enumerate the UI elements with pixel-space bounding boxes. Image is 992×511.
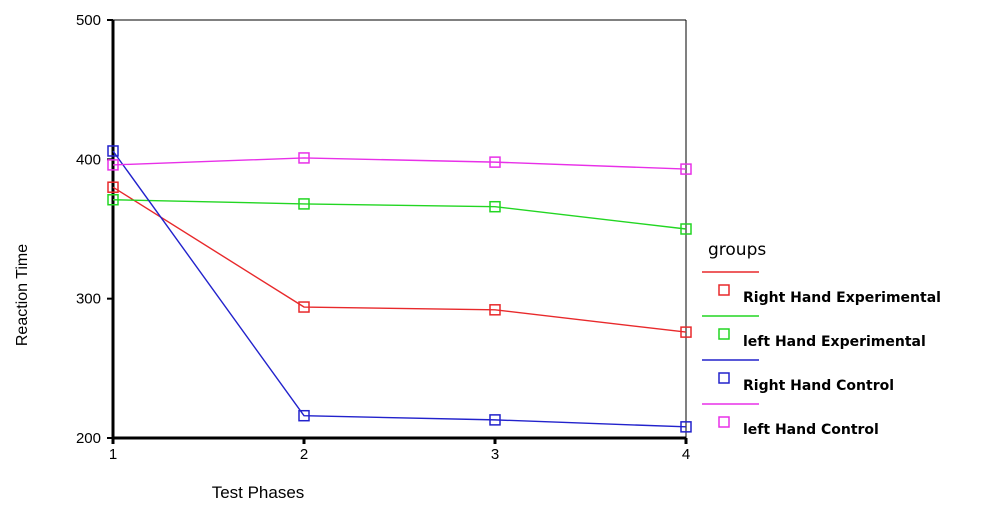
legend-marker-swatch: [718, 284, 730, 296]
y-tick-label: 300: [76, 291, 101, 308]
data-point-marker: [107, 159, 119, 171]
data-point-marker: [680, 163, 692, 175]
data-point-marker: [489, 156, 501, 168]
series-layer: [107, 145, 692, 433]
legend-entry-label: Right Hand Experimental: [743, 290, 941, 306]
legend-marker-swatch: [718, 372, 730, 384]
data-point-marker: [680, 326, 692, 338]
data-point-marker: [298, 198, 310, 210]
data-point-marker: [298, 152, 310, 164]
legend-entry-label: left Hand Control: [743, 422, 879, 438]
data-point-marker: [107, 181, 119, 193]
data-point-marker: [107, 145, 119, 157]
y-tick-label: 400: [76, 151, 101, 168]
legend-entry-label: left Hand Experimental: [743, 334, 926, 350]
x-tick-label: 3: [491, 446, 499, 463]
y-axis-title: Reaction Time: [14, 244, 31, 346]
x-axis-title: Test Phases: [212, 483, 305, 502]
legend: groups Right Hand Experimental left Hand …: [702, 240, 941, 438]
series-line: [112, 199, 687, 230]
series-group: [107, 193, 692, 235]
data-point-marker: [298, 409, 310, 422]
series-line: [112, 157, 687, 170]
data-point-marker: [489, 414, 501, 426]
series-group: [107, 152, 692, 175]
legend-entry-label: Right Hand Control: [743, 378, 894, 394]
plot-frame: [111, 19, 687, 440]
series-line: [112, 186, 687, 333]
data-point-marker: [680, 421, 692, 433]
x-tick-label: 2: [300, 446, 308, 463]
series-group: [107, 145, 692, 433]
data-point-marker: [298, 301, 310, 313]
data-point-marker: [489, 304, 501, 316]
data-point-marker: [489, 200, 501, 213]
legend-marker-swatch: [718, 416, 730, 428]
series-group: [107, 181, 692, 338]
x-tick-label: 4: [682, 446, 690, 463]
axis-ticks: 200 300 400 500 1 2 3 4: [76, 12, 690, 463]
legend-title: groups: [708, 240, 766, 260]
y-tick-label: 200: [76, 430, 101, 447]
y-tick-label: 500: [76, 12, 101, 29]
legend-marker-swatch: [718, 328, 730, 340]
x-tick-label: 1: [109, 446, 117, 463]
data-point-marker: [680, 223, 692, 235]
series-line: [112, 150, 687, 428]
data-point-marker: [107, 193, 119, 206]
